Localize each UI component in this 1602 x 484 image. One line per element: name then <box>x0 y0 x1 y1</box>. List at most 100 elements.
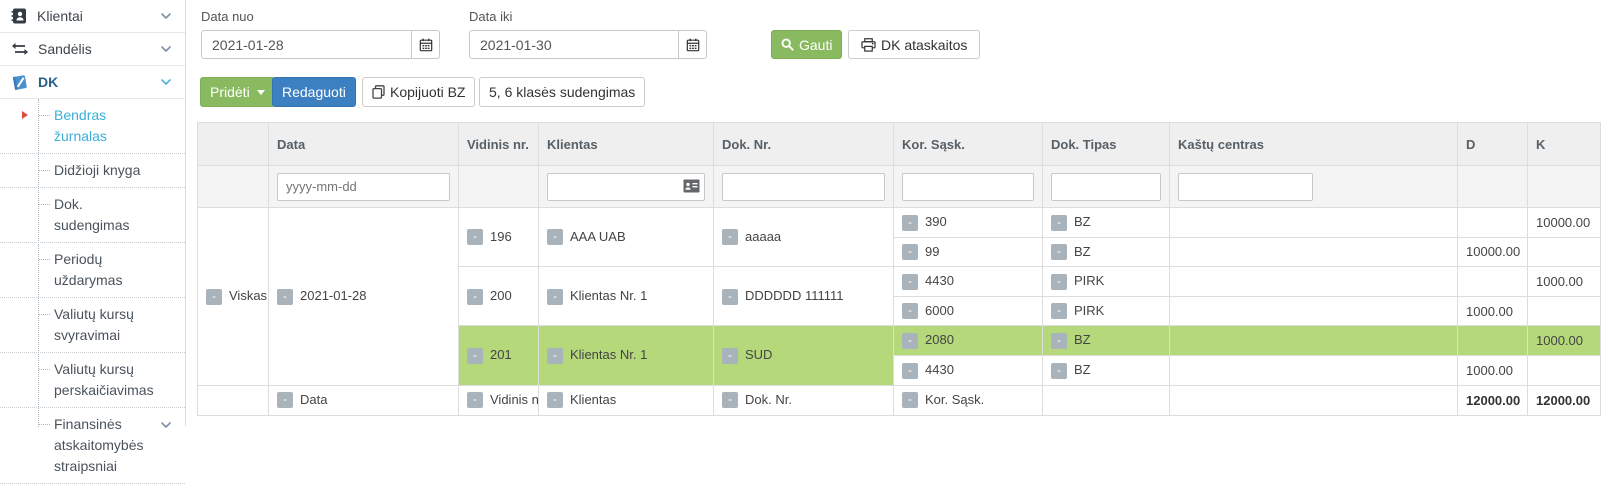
date-from-input[interactable] <box>202 31 411 58</box>
cell-k[interactable] <box>1527 354 1601 386</box>
toggle-badge[interactable]: - <box>1051 332 1067 349</box>
cell-d[interactable] <box>1457 325 1528 356</box>
toggle-badge[interactable]: - <box>467 288 483 305</box>
toggle-badge[interactable]: - <box>1051 244 1067 261</box>
cell-klientas[interactable]: - AAA UAB <box>538 206 714 268</box>
filter-klientas-input[interactable] <box>547 172 705 201</box>
date-to-input[interactable] <box>470 31 678 58</box>
filter-dok-tipas-input[interactable] <box>1051 172 1161 201</box>
cell-dok-tipas[interactable]: - BZ <box>1042 325 1170 356</box>
cell-d[interactable] <box>1457 207 1528 238</box>
header-kor-sask[interactable]: Kor. Sąsk. <box>893 122 1043 166</box>
toggle-badge[interactable]: - <box>277 392 293 409</box>
table-row[interactable]: -200 - Klientas Nr. 1 - DDDDDD 111111 -443… <box>198 266 1601 327</box>
submenu-item-dok-sudengimas[interactable]: Dok. sudengimas <box>0 188 185 243</box>
footer-data-cell[interactable]: - Data <box>268 384 459 416</box>
prideti-button[interactable]: Pridėti <box>200 77 275 107</box>
toggle-badge[interactable]: - <box>277 288 293 305</box>
toggle-badge[interactable]: - <box>902 273 918 290</box>
table-row[interactable]: -99 - BZ 10000.00 <box>198 236 1601 268</box>
group-date-cell[interactable]: -2021-01-28 <box>268 207 459 386</box>
sidebar-item-dk[interactable]: DK <box>0 66 185 99</box>
cell-dok-tipas[interactable]: - BZ <box>1042 236 1170 268</box>
sidebar-item-klientai[interactable]: Klientai <box>0 0 185 33</box>
klases-sudengimas-button[interactable]: 5, 6 klasės sudengimas <box>479 77 646 107</box>
toggle-badge[interactable]: - <box>547 288 563 305</box>
gauti-button[interactable]: Gauti <box>771 30 843 59</box>
cell-vidinis-nr[interactable]: -200 <box>458 266 539 327</box>
toggle-badge[interactable]: - <box>902 332 918 349</box>
submenu-item-finansines-atskaitomybes[interactable]: Finansinės atskaitomybės straipsniai <box>0 408 185 484</box>
submenu-item-bendras-zurnalas[interactable]: Bendras žurnalas <box>0 99 185 154</box>
cell-kastu-centras[interactable] <box>1169 266 1458 297</box>
cell-d[interactable]: 1000.00 <box>1457 295 1528 327</box>
contact-card-icon[interactable] <box>683 179 700 193</box>
toggle-badge[interactable]: - <box>902 244 918 261</box>
cell-kastu-centras[interactable] <box>1169 325 1458 356</box>
toggle-badge[interactable]: - <box>547 347 563 364</box>
table-row[interactable]: -4430 - BZ 1000.00 <box>198 354 1601 386</box>
header-dok-tipas[interactable]: Dok. Tipas <box>1042 122 1170 166</box>
cell-klientas[interactable]: - Klientas Nr. 1 <box>538 266 714 327</box>
cell-klientas[interactable]: - Klientas Nr. 1 <box>538 325 714 386</box>
cell-kor-sask[interactable]: -2080 <box>893 325 1043 356</box>
submenu-item-valiutu-kursu-svyravimai[interactable]: Valiutų kursų svyravimai <box>0 298 185 353</box>
sidebar-item-sandelis[interactable]: Sandėlis <box>0 33 185 66</box>
cell-kor-sask[interactable]: -4430 <box>893 354 1043 386</box>
toggle-badge[interactable]: - <box>547 229 563 246</box>
group-select-cell[interactable]: - Viskas <box>197 207 269 386</box>
cell-k[interactable]: 1000.00 <box>1527 325 1601 356</box>
cell-kastu-centras[interactable] <box>1169 236 1458 268</box>
toggle-badge[interactable]: - <box>722 347 738 364</box>
submenu-item-valiutu-kursu-perskaiciavimas[interactable]: Valiutų kursų perskaičiavimas <box>0 353 185 408</box>
table-row[interactable]: -6000 - PIRK 1000.00 <box>198 295 1601 327</box>
filter-dok-nr-input[interactable] <box>722 172 885 201</box>
header-kastu-centras[interactable]: Kaštų centras <box>1169 122 1458 166</box>
cell-d[interactable]: 1000.00 <box>1457 354 1528 386</box>
cell-k[interactable] <box>1527 236 1601 268</box>
cell-kastu-centras[interactable] <box>1169 354 1458 386</box>
cell-dok-nr[interactable]: - DDDDDD 111111 <box>713 266 894 327</box>
footer-klientas-cell[interactable]: - Klientas <box>538 384 714 416</box>
footer-vidinis-cell[interactable]: -Vidinis nr. <box>458 384 539 416</box>
toggle-badge[interactable]: - <box>1051 273 1067 290</box>
table-row-selected[interactable]: -201 - Klientas Nr. 1 - SUD -2080 - BZ 1000… <box>198 325 1601 386</box>
header-klientas[interactable]: Klientas <box>538 122 714 166</box>
redaguoti-button[interactable]: Redaguoti <box>272 77 356 107</box>
cell-kor-sask[interactable]: -99 <box>893 236 1043 268</box>
date-from-calendar-button[interactable] <box>411 31 439 58</box>
header-d[interactable]: D <box>1457 122 1528 166</box>
header-vidinis-nr[interactable]: Vidinis nr. <box>458 122 539 166</box>
cell-dok-tipas[interactable]: - BZ <box>1042 354 1170 386</box>
toggle-badge[interactable]: - <box>467 347 483 364</box>
cell-dok-tipas[interactable]: - PIRK <box>1042 295 1170 327</box>
toggle-badge[interactable]: - <box>722 392 738 409</box>
cell-k[interactable] <box>1527 295 1601 327</box>
cell-kor-sask[interactable]: -6000 <box>893 295 1043 327</box>
footer-dok-nr-cell[interactable]: - Dok. Nr. <box>713 384 894 416</box>
kopijuoti-bz-button[interactable]: Kopijuoti BZ <box>362 77 476 107</box>
cell-dok-tipas[interactable]: - PIRK <box>1042 266 1170 297</box>
cell-d[interactable]: 10000.00 <box>1457 236 1528 268</box>
toggle-badge[interactable]: - <box>1051 303 1067 320</box>
toggle-badge[interactable]: - <box>902 392 918 409</box>
table-row[interactable]: - Viskas -2021-01-28 -196 - AAA UAB - aaaaa… <box>197 206 1601 386</box>
toggle-badge[interactable]: - <box>722 229 738 246</box>
cell-vidinis-nr[interactable]: -196 <box>458 206 539 268</box>
header-dok-nr[interactable]: Dok. Nr. <box>713 122 894 166</box>
cell-dok-nr[interactable]: - SUD <box>713 325 894 386</box>
cell-kastu-centras[interactable] <box>1169 207 1458 238</box>
header-k[interactable]: K <box>1527 122 1601 166</box>
toggle-badge[interactable]: - <box>902 303 918 320</box>
header-data[interactable]: Data <box>268 122 459 166</box>
toggle-badge[interactable]: - <box>902 214 918 231</box>
cell-d[interactable] <box>1457 266 1528 297</box>
submenu-item-periodu-uzdarymas[interactable]: Periodų uždarymas <box>0 243 185 298</box>
toggle-badge[interactable]: - <box>467 229 483 246</box>
cell-kor-sask[interactable]: -4430 <box>893 266 1043 297</box>
cell-kor-sask[interactable]: -390 <box>893 207 1043 238</box>
toggle-badge[interactable]: - <box>547 392 563 409</box>
cell-vidinis-nr[interactable]: -201 <box>458 325 539 386</box>
cell-dok-nr[interactable]: - aaaaa <box>713 206 894 268</box>
filter-kor-sask-input[interactable] <box>902 172 1034 201</box>
